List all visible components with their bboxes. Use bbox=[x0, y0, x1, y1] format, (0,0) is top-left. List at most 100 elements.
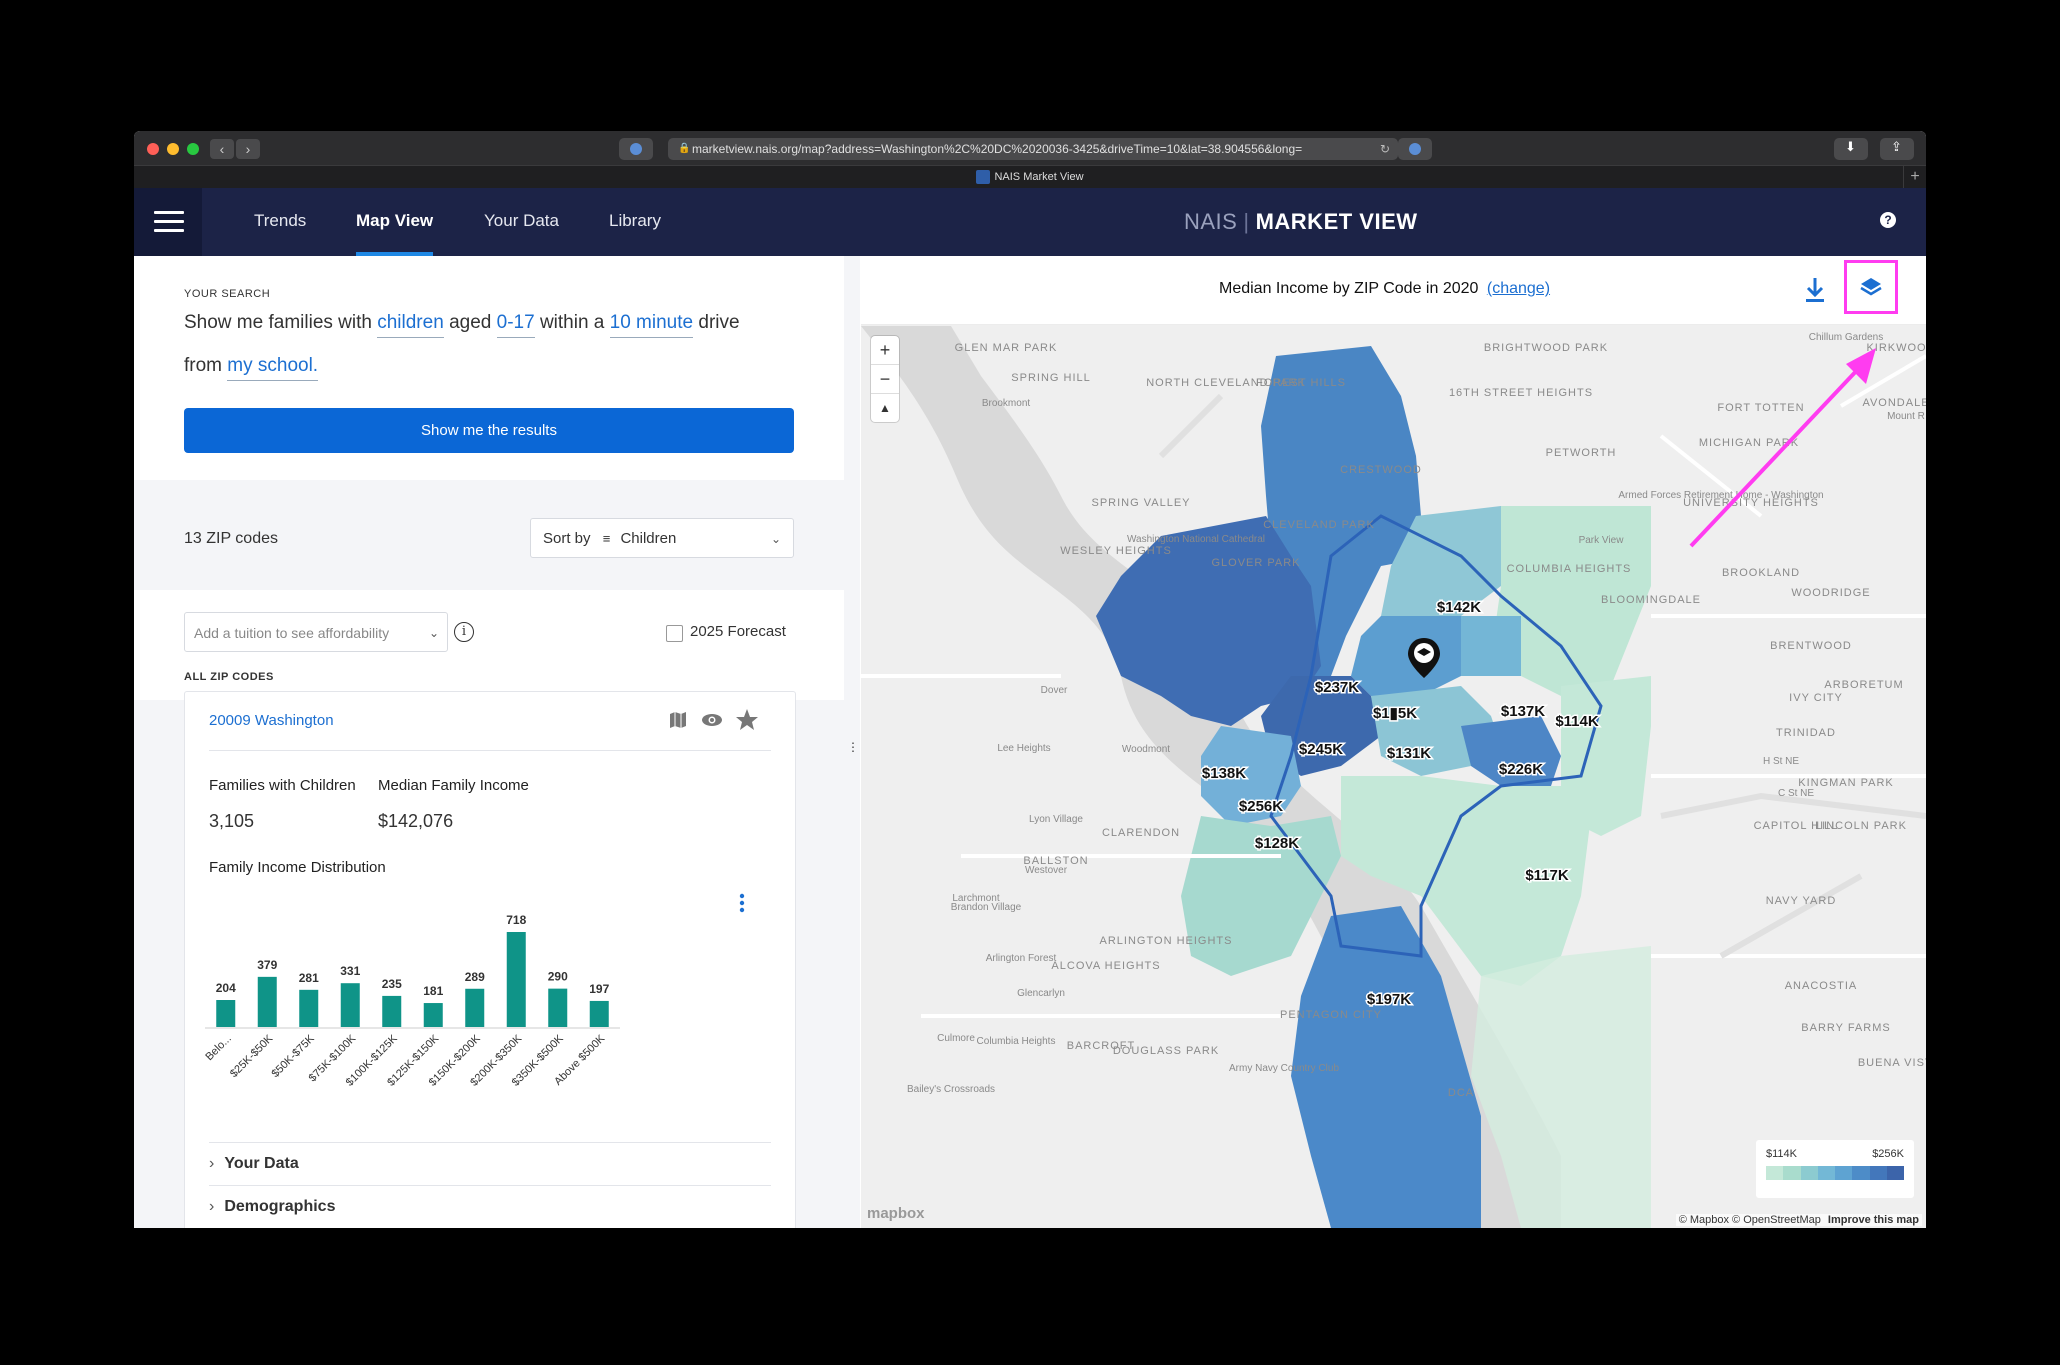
tuition-placeholder: Add a tuition to see affordability bbox=[194, 625, 390, 641]
reload-icon[interactable]: ↻ bbox=[1379, 142, 1390, 156]
place-label: Culmore bbox=[937, 1033, 975, 1044]
drive-time-selector[interactable]: 10 minute bbox=[609, 312, 694, 338]
minimize-window-button[interactable] bbox=[167, 143, 179, 155]
change-metric-link[interactable]: (change) bbox=[1486, 280, 1551, 297]
legend-max: $256K bbox=[1872, 1148, 1904, 1160]
map-icon[interactable] bbox=[668, 710, 688, 730]
income-label: $128K bbox=[1255, 835, 1299, 852]
bar-9[interactable] bbox=[589, 1000, 609, 1027]
zip-title-link[interactable]: 20009 Washington bbox=[209, 712, 334, 729]
star-icon[interactable] bbox=[735, 708, 759, 732]
zip-region[interactable] bbox=[1381, 506, 1511, 636]
place-label: NAVY YARD bbox=[1766, 895, 1837, 907]
share-button[interactable]: ⇪ bbox=[1880, 138, 1914, 160]
income-label: $137K bbox=[1501, 703, 1545, 720]
query-text: within a bbox=[539, 312, 605, 333]
accordion-your-data[interactable]: › Your Data bbox=[209, 1155, 299, 1173]
forward-button[interactable]: › bbox=[236, 139, 260, 159]
zoom-in-button[interactable]: + bbox=[871, 336, 899, 365]
zip-region[interactable] bbox=[1096, 516, 1321, 726]
choropleth-map[interactable]: $237K $142K $256K $114K $137K $245K $131K $226K… bbox=[861, 256, 1926, 1228]
bar-1[interactable] bbox=[257, 976, 277, 1027]
brand-logo: NAIS | MARKET VIEW bbox=[1184, 209, 1418, 234]
bar-6[interactable] bbox=[465, 988, 485, 1027]
info-icon[interactable]: i bbox=[454, 622, 474, 642]
place-label: COLUMBIA HEIGHTS bbox=[1507, 563, 1632, 575]
forecast-checkbox[interactable] bbox=[666, 625, 683, 642]
nav-map-view[interactable]: Map View bbox=[356, 188, 434, 256]
zip-region[interactable] bbox=[1341, 776, 1591, 986]
place-label: MICHIGAN PARK bbox=[1699, 437, 1799, 449]
zoom-controls: + − ▲ bbox=[871, 336, 899, 422]
bar-4[interactable] bbox=[382, 995, 402, 1027]
income-labels: $237K $142K $256K $114K $137K $245K $131K $226K… bbox=[1200, 598, 1600, 1010]
zoom-window-button[interactable] bbox=[187, 143, 199, 155]
zip-region[interactable] bbox=[1461, 716, 1561, 786]
show-results-button[interactable]: Show me the results bbox=[184, 408, 794, 453]
back-button[interactable]: ‹ bbox=[210, 139, 234, 159]
accordion-demographics[interactable]: › Demographics bbox=[209, 1198, 335, 1216]
zoom-out-button[interactable]: − bbox=[871, 365, 899, 394]
place-label: CLARENDON bbox=[1102, 827, 1180, 839]
place-label: FORT TOTTEN bbox=[1717, 402, 1804, 414]
bar-7[interactable] bbox=[506, 932, 526, 1027]
place-label: 16TH STREET HEIGHTS bbox=[1449, 387, 1593, 399]
nav-trends[interactable]: Trends bbox=[254, 211, 307, 230]
bar-3[interactable] bbox=[340, 983, 360, 1027]
extension-button[interactable] bbox=[1398, 138, 1432, 160]
card-divider bbox=[209, 750, 771, 751]
map-legend: $114K $256K bbox=[1756, 1140, 1914, 1198]
map-layers-button[interactable] bbox=[1844, 260, 1898, 314]
location-selector[interactable]: my school. bbox=[227, 355, 319, 381]
chevron-right-icon: › bbox=[245, 141, 251, 157]
zip-region[interactable] bbox=[1561, 676, 1651, 836]
tab-title[interactable]: NAIS Market View bbox=[994, 171, 1084, 183]
bar-value-label: 379 bbox=[257, 958, 277, 972]
school-marker-icon[interactable] bbox=[1408, 638, 1440, 678]
new-tab-button[interactable]: + bbox=[1903, 166, 1926, 188]
sort-dropdown[interactable]: Sort by ≡ Children ⌄ bbox=[530, 518, 794, 558]
bar-value-label: 289 bbox=[465, 970, 485, 984]
tuition-select[interactable]: Add a tuition to see affordability ⌄ bbox=[184, 612, 448, 652]
nav-your-data[interactable]: Your Data bbox=[484, 211, 559, 230]
income-label: $138K bbox=[1202, 765, 1246, 782]
download-icon: ⬇ bbox=[1845, 139, 1856, 154]
age-selector[interactable]: 0-17 bbox=[496, 312, 535, 338]
compass-button[interactable]: ▲ bbox=[879, 401, 891, 415]
place-label: BRENTWOOD bbox=[1770, 640, 1852, 652]
zip-region[interactable] bbox=[1491, 506, 1651, 696]
menu-button[interactable] bbox=[134, 188, 202, 256]
legend-swatch bbox=[1783, 1166, 1801, 1180]
attribution-text[interactable]: © Mapbox © OpenStreetMap bbox=[1678, 1214, 1821, 1226]
panel-resize-handle[interactable]: ⋮ bbox=[847, 740, 859, 754]
password-extension-button[interactable] bbox=[619, 138, 653, 160]
chevron-right-icon: › bbox=[209, 1155, 215, 1172]
place-label: WESLEY HEIGHTS bbox=[1060, 545, 1172, 557]
place-label: AVONDALE bbox=[1862, 397, 1926, 409]
place-label: BLOOMINGDALE bbox=[1601, 594, 1701, 606]
eye-icon[interactable] bbox=[701, 710, 723, 730]
mapbox-logo[interactable]: mapbox bbox=[867, 1205, 925, 1222]
place-label: Lyon Village bbox=[1029, 814, 1083, 825]
bar-2[interactable] bbox=[299, 989, 319, 1027]
bar-8[interactable] bbox=[548, 988, 568, 1027]
zip-region[interactable] bbox=[1291, 906, 1481, 1228]
place-label: CRESTWOOD bbox=[1340, 464, 1422, 476]
bar-5[interactable] bbox=[423, 1003, 443, 1027]
zip-region[interactable] bbox=[1471, 946, 1651, 1228]
more-vertical-icon[interactable] bbox=[737, 892, 747, 914]
distribution-label: Family Income Distribution bbox=[209, 859, 386, 876]
zip-region[interactable] bbox=[1351, 616, 1461, 696]
improve-map-link[interactable]: Improve this map bbox=[1827, 1214, 1919, 1226]
audience-selector[interactable]: children bbox=[377, 312, 444, 338]
downloads-button[interactable]: ⬇ bbox=[1834, 138, 1868, 160]
address-bar[interactable]: 🔒 marketview.nais.org/map?address=Washin… bbox=[668, 138, 1398, 160]
download-button[interactable] bbox=[1791, 266, 1839, 314]
help-icon[interactable]: ? bbox=[1880, 212, 1896, 228]
income-distribution-chart: 204Belo...379$25K-$50K281$50K-$75K331$75… bbox=[205, 913, 620, 1089]
legend-min: $114K bbox=[1766, 1148, 1797, 1160]
map-panel[interactable]: $237K $142K $256K $114K $137K $245K $131K $226K… bbox=[861, 256, 1926, 1228]
bar-0[interactable] bbox=[216, 1000, 236, 1027]
close-window-button[interactable] bbox=[147, 143, 159, 155]
nav-library[interactable]: Library bbox=[609, 211, 661, 230]
